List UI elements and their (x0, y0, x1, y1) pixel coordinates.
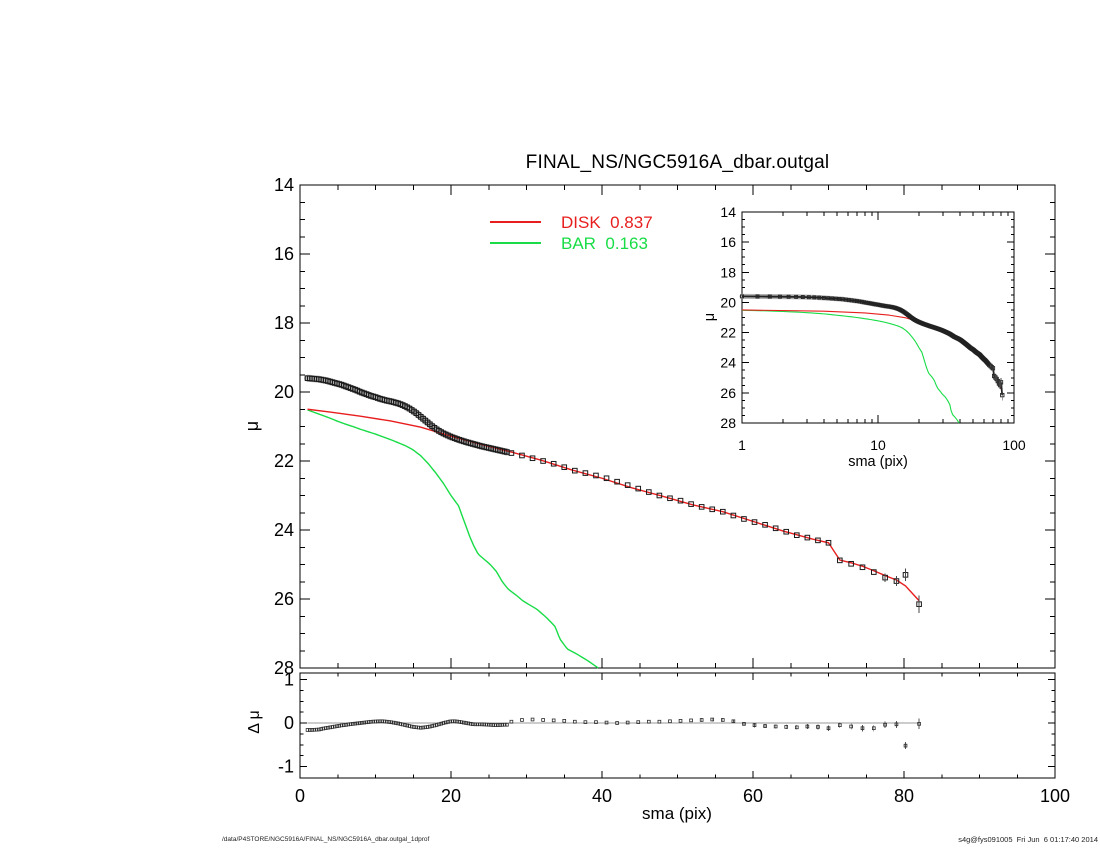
tick-label: 60 (743, 786, 763, 806)
tick-label: 16 (274, 244, 294, 264)
tick-label: 10 (870, 437, 886, 453)
tick-label: 20 (720, 294, 736, 310)
bar-legend-line-sample (490, 242, 541, 244)
tick-label: 22 (720, 325, 736, 341)
panel-frames (299, 184, 1056, 779)
bar-legend-label: BAR 0.163 (561, 234, 648, 253)
tick-label: 14 (274, 175, 294, 195)
tick-label: 0 (295, 786, 305, 806)
tick-label: 1 (284, 670, 294, 690)
residuals-plot (305, 717, 921, 750)
tick-label: 14 (720, 204, 736, 220)
tick-label: 1 (738, 437, 746, 453)
disk-legend-line-sample (490, 221, 541, 223)
tick-label: 20 (274, 382, 294, 402)
tick-label: 18 (720, 264, 736, 280)
inset-log-plot (739, 293, 1005, 424)
tick-label: 16 (720, 234, 736, 250)
tick-label: 100 (1040, 786, 1070, 806)
tick-label: 24 (274, 520, 294, 540)
tick-label: -1 (278, 757, 294, 777)
tick-label: 0 (284, 713, 294, 733)
footer-user-timestamp: s4g@fys091005 Fri Jun 6 01:17:40 2014 (958, 835, 1098, 844)
tick-label: 26 (720, 385, 736, 401)
footer-file-path: /data/P4STORE/NGC5916A/FINAL_NS/NGC5916A… (222, 836, 430, 843)
tick-label: 24 (720, 355, 736, 371)
axis-ticks (299, 184, 1056, 778)
main-profile-plot (304, 374, 922, 669)
main-x-axis-title: sma (pix) (642, 804, 712, 823)
tick-label: 18 (274, 313, 294, 333)
tick-label: 28 (274, 658, 294, 678)
main-y-axis-title: μ (242, 420, 262, 432)
tick-label: 40 (592, 786, 612, 806)
tick-label: 26 (274, 589, 294, 609)
plot-title: FINAL_NS/NGC5916A_dbar.outgal (525, 152, 830, 173)
inset-x-axis-title: sma (pix) (848, 454, 908, 470)
disk-legend-label: DISK 0.837 (561, 213, 653, 232)
tick-label: 20 (441, 786, 461, 806)
inset-y-axis-title: μ (702, 312, 718, 322)
residual-y-axis-title: Δ μ (246, 710, 263, 734)
tick-label: 28 (720, 415, 736, 431)
tick-label: 22 (274, 451, 294, 471)
tick-label: 80 (894, 786, 914, 806)
tick-label: 100 (1002, 437, 1026, 453)
